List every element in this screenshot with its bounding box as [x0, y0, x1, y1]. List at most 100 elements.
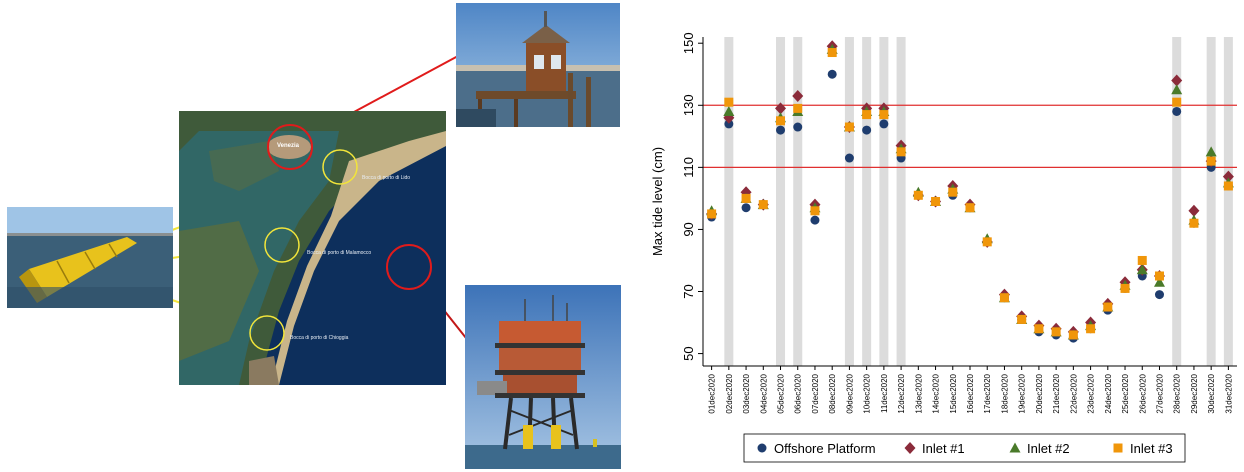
- point-square-27dec2020: [1154, 271, 1164, 281]
- point-square-26dec2020: [1137, 255, 1147, 265]
- x-tick-label-06dec2020: 06dec2020: [794, 373, 803, 413]
- platform-red-circle: [386, 244, 432, 290]
- hut-photo-drawing: [456, 3, 620, 127]
- point-square-05dec2020: [776, 116, 786, 126]
- lagoon-satellite-map: Venezia Bocca di porto di Lido Bocca di …: [179, 111, 446, 385]
- shaded-days-layer: [724, 37, 1233, 366]
- point-circle-03dec2020: [741, 203, 751, 213]
- map-label-chioggia: Bocca di porto di Chioggia: [290, 335, 349, 341]
- x-tick-label-11dec2020: 11dec2020: [880, 373, 889, 413]
- barrier-photo-drawing: [7, 207, 173, 308]
- point-square-28dec2020: [1172, 97, 1182, 107]
- point-circle-09dec2020: [844, 153, 854, 163]
- x-tick-label-31dec2020: 31dec2020: [1224, 373, 1233, 413]
- map-label-malamocco: Bocca di porto di Malamocco: [307, 250, 372, 256]
- x-tick-label-22dec2020: 22dec2020: [1069, 373, 1078, 413]
- y-tick-label-130: 130: [681, 94, 696, 116]
- shaded-day-12dec2020: [896, 37, 906, 366]
- legend-label-circle: Offshore Platform: [774, 441, 876, 456]
- legend-label-triangle: Inlet #2: [1027, 441, 1070, 456]
- chioggia-inlet-circle: [249, 315, 285, 351]
- point-square-22dec2020: [1068, 330, 1078, 340]
- data-marks-layer: [706, 40, 1234, 343]
- point-diamond-31dec2020: [1222, 170, 1234, 183]
- x-tick-label-29dec2020: 29dec2020: [1190, 373, 1199, 413]
- x-tick-label-10dec2020: 10dec2020: [863, 373, 872, 413]
- legend-box: [743, 433, 1186, 463]
- y-tick-label-110: 110: [681, 157, 696, 178]
- point-square-08dec2020: [827, 48, 837, 58]
- legend-marker-triangle: [1009, 442, 1021, 453]
- x-tick-label-13dec2020: 13dec2020: [914, 373, 923, 413]
- x-tick-label-28dec2020: 28dec2020: [1173, 373, 1182, 413]
- point-diamond-29dec2020: [1188, 204, 1200, 217]
- point-circle-06dec2020: [793, 122, 803, 132]
- point-square-23dec2020: [1086, 324, 1096, 334]
- point-square-11dec2020: [879, 110, 889, 120]
- shaded-day-09dec2020: [844, 37, 854, 366]
- point-square-24dec2020: [1103, 302, 1113, 312]
- left-composite-figure: Venezia Bocca di porto di Lido Bocca di …: [7, 3, 621, 469]
- point-circle-02dec2020: [724, 119, 734, 129]
- point-square-19dec2020: [1017, 314, 1027, 324]
- point-square-17dec2020: [982, 237, 992, 247]
- shaded-day-30dec2020: [1206, 37, 1216, 366]
- x-tick-label-01dec2020: 01dec2020: [708, 373, 717, 413]
- point-square-30dec2020: [1206, 156, 1216, 166]
- x-tick-label-08dec2020: 08dec2020: [828, 373, 837, 413]
- point-square-01dec2020: [707, 209, 717, 219]
- legend-label-diamond: Inlet #1: [922, 441, 965, 456]
- platform-photo-drawing: [465, 285, 621, 469]
- point-square-21dec2020: [1051, 327, 1061, 337]
- point-square-15dec2020: [948, 187, 958, 197]
- x-tick-label-14dec2020: 14dec2020: [932, 373, 941, 413]
- point-diamond-05dec2020: [775, 102, 787, 115]
- x-tick-label-09dec2020: 09dec2020: [845, 373, 854, 413]
- x-tick-label-25dec2020: 25dec2020: [1121, 373, 1130, 413]
- point-circle-07dec2020: [810, 215, 820, 225]
- point-square-31dec2020: [1223, 181, 1233, 191]
- x-tick-label-20dec2020: 20dec2020: [1035, 373, 1044, 413]
- point-circle-05dec2020: [776, 125, 786, 135]
- point-circle-08dec2020: [827, 69, 837, 79]
- point-diamond-28dec2020: [1171, 74, 1183, 87]
- shaded-day-10dec2020: [862, 37, 872, 366]
- point-square-07dec2020: [810, 206, 820, 216]
- shaded-day-31dec2020: [1223, 37, 1233, 366]
- tide-level-chart: 50 70 90 110 130 150 01dec2020 02dec2020 03dec20…: [650, 32, 1237, 463]
- x-tick-label-04dec2020: 04dec2020: [759, 373, 768, 413]
- x-tick-label-18dec2020: 18dec2020: [1000, 373, 1009, 413]
- legend: Offshore Platform Inlet #1 Inlet #2 Inlet #…: [743, 433, 1186, 463]
- x-tick-label-24dec2020: 24dec2020: [1104, 373, 1113, 413]
- point-square-06dec2020: [793, 103, 803, 113]
- point-square-25dec2020: [1120, 283, 1130, 293]
- axes-layer: 50 70 90 110 130 150 01dec2020 02dec2020 03dec20…: [681, 32, 1237, 414]
- point-square-13dec2020: [913, 190, 923, 200]
- x-tick-label-26dec2020: 26dec2020: [1138, 373, 1147, 413]
- point-diamond-06dec2020: [792, 89, 804, 102]
- reference-lines-layer: [703, 104, 1237, 169]
- y-axis-label: Max tide level (cm): [650, 147, 665, 256]
- x-tick-label-17dec2020: 17dec2020: [983, 373, 992, 413]
- point-triangle-26dec2020: [1136, 264, 1148, 275]
- point-triangle-27dec2020: [1153, 276, 1165, 287]
- point-square-12dec2020: [896, 147, 906, 157]
- x-tick-label-16dec2020: 16dec2020: [966, 373, 975, 413]
- map-label-venezia: Venezia: [277, 143, 300, 149]
- point-circle-10dec2020: [862, 125, 872, 135]
- map-drawing: [179, 111, 446, 385]
- y-tick-label-90: 90: [681, 222, 696, 236]
- x-tick-label-07dec2020: 07dec2020: [811, 373, 820, 413]
- x-tick-label-15dec2020: 15dec2020: [949, 373, 958, 413]
- lido-inlet-circle: [322, 149, 358, 185]
- offshore-platform-photo: [465, 285, 621, 469]
- point-square-29dec2020: [1189, 218, 1199, 228]
- point-square-16dec2020: [965, 203, 975, 213]
- shaded-day-06dec2020: [793, 37, 803, 366]
- point-square-02dec2020: [724, 97, 734, 107]
- tide-gauge-hut-photo: [456, 3, 620, 127]
- point-square-09dec2020: [844, 122, 854, 132]
- y-tick-label-50: 50: [681, 346, 696, 360]
- y-tick-label-150: 150: [681, 32, 696, 54]
- point-triangle-02dec2020: [723, 105, 735, 116]
